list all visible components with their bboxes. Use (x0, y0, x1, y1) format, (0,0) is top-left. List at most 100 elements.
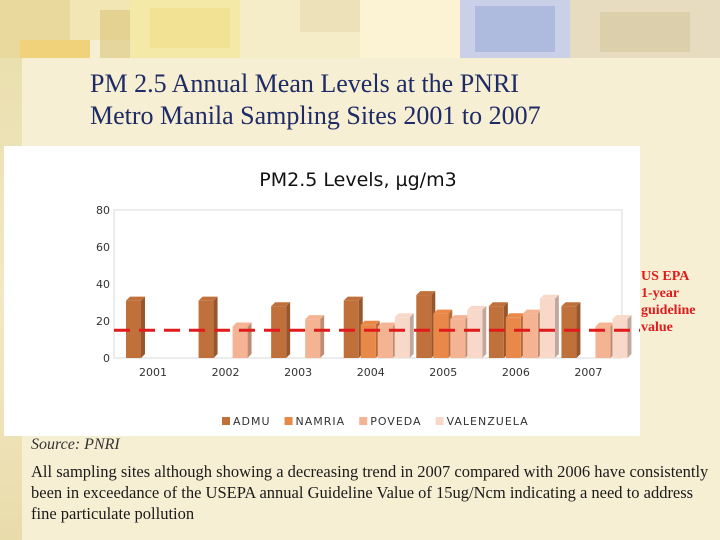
bar-valenzuela-2006 (539, 294, 559, 358)
bar-namria-2004 (360, 320, 380, 358)
bar-top (377, 322, 397, 327)
guideline-label-line-2: 1-year (641, 286, 680, 301)
bar-front (394, 317, 410, 358)
legend-swatch-valenzuela (435, 417, 444, 425)
bar-top (360, 320, 380, 325)
bar-side (286, 302, 291, 358)
chart-title: PM2.5 Levels, µg/m3 (259, 169, 456, 191)
bar-top (433, 309, 453, 314)
legend-label-valenzuela: VALENZUELA (447, 415, 529, 428)
bar-front (539, 298, 555, 358)
y-tick-label-3: 60 (96, 241, 110, 254)
y-tick-label-4: 80 (96, 204, 110, 217)
slide-title: PM 2.5 Annual Mean Levels at the PNRI Me… (90, 68, 690, 132)
y-axis: 0 20 40 60 80 (96, 204, 110, 365)
chart-legend: ADMU NAMRIA POVEDA VALENZUELA (222, 415, 529, 428)
bar-top (522, 309, 542, 314)
bar-valenzuela-2005 (467, 305, 487, 358)
chart-panel: PM2.5 Levels, µg/m3 0 20 40 60 80 2001 2002 20… (4, 146, 640, 436)
bar-top (561, 302, 581, 307)
bar-front (305, 319, 321, 358)
bar-namria-2005 (433, 309, 453, 358)
guideline-annotation: US EPA 1-year guideline value (641, 268, 717, 336)
bar-front (450, 319, 466, 358)
bar-poveda-2003 (305, 315, 325, 358)
bar-top (595, 322, 615, 327)
source-citation: Source: PNRI (31, 436, 120, 453)
bar-admu-2001 (126, 296, 145, 358)
bar-series-group (126, 291, 632, 358)
legend-label-namria: NAMRIA (296, 415, 346, 428)
legend-label-admu: ADMU (233, 415, 271, 428)
bar-side (213, 296, 218, 358)
bar-front (505, 317, 521, 358)
y-tick-label-0: 0 (103, 352, 110, 365)
guideline-label-line-4: value (641, 320, 673, 335)
legend-swatch-namria (284, 417, 293, 425)
decorative-banner (0, 0, 720, 58)
bar-front (271, 306, 287, 358)
x-tick-label-2007: 2007 (574, 366, 602, 379)
slide-title-line-2: Metro Manila Sampling Sites 2001 to 2007 (90, 101, 541, 130)
x-tick-label-2006: 2006 (502, 366, 530, 379)
bar-poveda-2007 (595, 322, 615, 358)
legend-swatch-poveda (359, 417, 368, 425)
bar-side (627, 315, 632, 358)
bar-front (522, 313, 538, 358)
x-tick-label-2003: 2003 (284, 366, 312, 379)
bar-top (232, 322, 252, 327)
bar-side (320, 315, 325, 358)
bar-front (232, 326, 248, 358)
bar-front (595, 326, 611, 358)
bar-front (612, 319, 628, 358)
bar-poveda-2002 (232, 322, 252, 358)
bar-side (409, 313, 414, 358)
x-axis: 2001 2002 2003 2004 2005 2006 2007 (139, 366, 602, 379)
legend-label-poveda: POVEDA (370, 415, 421, 428)
slide-title-line-1: PM 2.5 Annual Mean Levels at the PNRI (90, 69, 519, 98)
bar-front (416, 295, 432, 358)
bar-top (305, 315, 325, 320)
bar-valenzuela-2007 (612, 315, 632, 358)
bar-poveda-2005 (450, 315, 470, 358)
bar-poveda-2006 (522, 309, 542, 358)
bar-admu-2005 (416, 291, 436, 358)
bar-front (377, 326, 393, 358)
bar-front (198, 300, 214, 358)
bar-side (482, 305, 487, 358)
y-tick-label-1: 20 (96, 315, 110, 328)
bar-top (505, 313, 525, 318)
x-tick-label-2004: 2004 (357, 366, 385, 379)
summary-note: All sampling sites although showing a de… (31, 462, 709, 523)
bar-top (394, 313, 414, 318)
bar-side (247, 322, 252, 358)
bar-front (433, 313, 449, 358)
bar-side (554, 294, 559, 358)
bar-front (561, 306, 577, 358)
bar-admu-2004 (343, 296, 363, 358)
bar-valenzuela-2004 (394, 313, 414, 358)
bar-top (343, 296, 363, 301)
bar-top (539, 294, 559, 299)
legend-swatch-admu (222, 417, 230, 425)
bar-front (467, 309, 483, 358)
bar-top (126, 296, 145, 301)
bar-admu-2002 (198, 296, 218, 358)
guideline-label-line-3: guideline (641, 303, 696, 318)
bar-front (126, 300, 141, 358)
bar-top (198, 296, 218, 301)
bar-top (488, 302, 508, 307)
bar-namria-2006 (505, 313, 525, 358)
y-tick-label-2: 40 (96, 278, 110, 291)
bar-top (612, 315, 632, 320)
x-tick-label-2001: 2001 (139, 366, 167, 379)
bar-top (416, 291, 436, 296)
bar-front (488, 306, 504, 358)
bar-poveda-2004 (377, 322, 397, 358)
bar-top (467, 305, 487, 310)
bar-admu-2003 (271, 302, 291, 358)
x-tick-label-2005: 2005 (429, 366, 457, 379)
bar-top (450, 315, 470, 320)
bar-front (360, 324, 376, 358)
